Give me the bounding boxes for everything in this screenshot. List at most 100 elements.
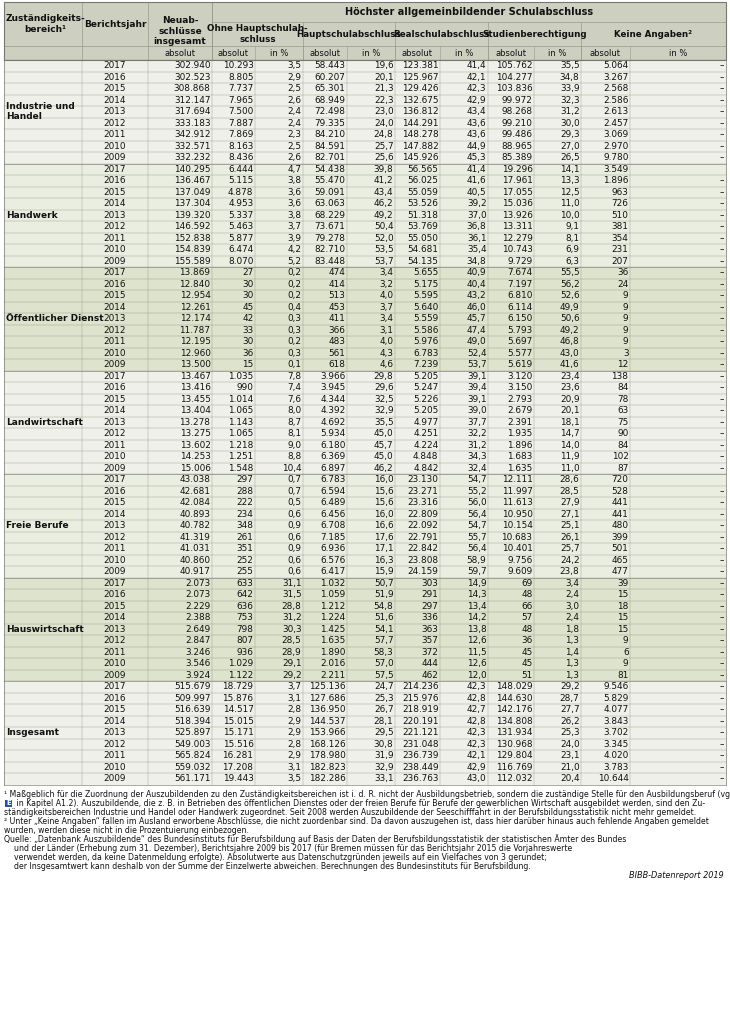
Text: 153.966: 153.966 [309,728,345,737]
Text: 104.277: 104.277 [496,73,532,82]
Text: 6.180: 6.180 [320,441,345,450]
Text: 2,6: 2,6 [288,96,301,104]
Text: 234: 234 [237,510,253,519]
Text: –: – [720,556,724,565]
Text: 127.686: 127.686 [309,694,345,703]
Text: 342.912: 342.912 [174,131,210,139]
Bar [4,371,726,474]
Text: 42,1: 42,1 [467,752,486,760]
Text: 25,3: 25,3 [560,728,580,737]
Text: 84.210: 84.210 [315,131,345,139]
Text: 2.970: 2.970 [603,142,629,151]
Text: 25,7: 25,7 [374,142,393,151]
Text: 1.065: 1.065 [228,430,253,439]
Text: 5.463: 5.463 [228,222,253,231]
Text: 480: 480 [612,522,629,530]
Text: –: – [720,268,724,278]
Text: 2015: 2015 [104,187,126,197]
Text: 2,4: 2,4 [288,119,301,128]
Text: 9.729: 9.729 [507,256,532,265]
Text: 125.967: 125.967 [402,73,439,82]
Text: 9: 9 [623,326,629,334]
Text: 29,5: 29,5 [374,728,393,737]
Text: 2.586: 2.586 [603,96,629,104]
Text: –: – [720,142,724,151]
Text: 2.016: 2.016 [320,659,345,669]
Text: 261: 261 [237,533,253,542]
Text: 10.683: 10.683 [502,533,532,542]
Text: 2,9: 2,9 [288,717,301,725]
Text: 16.281: 16.281 [223,752,253,760]
Text: 2,4: 2,4 [566,591,580,600]
Text: 43,4: 43,4 [467,107,486,116]
Text: 0,6: 0,6 [288,510,301,519]
Text: 54.681: 54.681 [407,245,439,254]
Text: in %: in % [270,49,288,58]
Text: 2.388: 2.388 [185,613,210,622]
Text: 18: 18 [617,602,629,611]
Text: 39,1: 39,1 [467,395,486,404]
Text: absolut: absolut [164,49,196,58]
Text: 112.032: 112.032 [496,774,532,783]
Text: 2009: 2009 [104,671,126,680]
Text: 129.804: 129.804 [496,752,532,760]
Text: 15.006: 15.006 [180,464,210,473]
Text: 131.934: 131.934 [496,728,532,737]
Text: 44,9: 44,9 [467,142,486,151]
Text: 5.697: 5.697 [507,337,532,346]
Text: 60.207: 60.207 [315,73,345,82]
Text: 1.014: 1.014 [228,395,253,404]
Text: 31,2: 31,2 [282,613,301,622]
Text: 2009: 2009 [104,567,126,576]
Text: 528: 528 [612,487,629,495]
Text: 29,2: 29,2 [282,671,301,680]
Text: 9,0: 9,0 [288,441,301,450]
Text: 4.224: 4.224 [413,441,439,450]
Text: 129.426: 129.426 [402,84,439,93]
Text: –: – [720,694,724,703]
Text: 2012: 2012 [104,636,126,645]
Text: 2013: 2013 [104,107,126,116]
Text: 144.537: 144.537 [309,717,345,725]
Text: 28,7: 28,7 [560,694,580,703]
Text: 5.877: 5.877 [228,234,253,243]
Text: 7.674: 7.674 [507,268,532,278]
Text: 3.702: 3.702 [603,728,629,737]
Text: 42,3: 42,3 [467,728,486,737]
Text: 3,0: 3,0 [566,602,580,611]
Text: 14,1: 14,1 [560,165,580,174]
Text: –: – [720,176,724,185]
Text: 58.443: 58.443 [315,61,345,70]
Text: 35,4: 35,4 [467,245,486,254]
Text: 43,6: 43,6 [467,119,486,128]
Text: 45: 45 [242,303,253,312]
Text: 55,5: 55,5 [560,268,580,278]
Text: 12.261: 12.261 [180,303,210,312]
Text: 12.195: 12.195 [180,337,210,346]
Text: 56.565: 56.565 [407,165,439,174]
Text: 8,0: 8,0 [288,406,301,415]
Text: 33,1: 33,1 [374,774,393,783]
Text: 12.840: 12.840 [180,280,210,289]
Text: 5.115: 5.115 [228,176,253,185]
Text: 9: 9 [623,337,629,346]
Text: 2,3: 2,3 [288,131,301,139]
Text: 152.838: 152.838 [174,234,210,243]
Text: –: – [720,522,724,530]
Text: 138: 138 [612,372,629,381]
Text: 6.150: 6.150 [507,314,532,323]
Text: –: – [720,464,724,473]
Text: 22.791: 22.791 [407,533,439,542]
Text: 49,2: 49,2 [560,326,580,334]
Text: 21,0: 21,0 [560,763,580,772]
Text: 29,6: 29,6 [374,383,393,392]
Text: 1.896: 1.896 [603,176,629,185]
Text: 4,7: 4,7 [288,165,301,174]
Text: 7.965: 7.965 [228,96,253,104]
Text: 49,9: 49,9 [560,303,580,312]
Text: 6.369: 6.369 [320,452,345,461]
Text: 13.275: 13.275 [180,430,210,439]
Text: 6.114: 6.114 [507,303,532,312]
Text: 477: 477 [612,567,629,576]
Text: 42,9: 42,9 [467,763,486,772]
